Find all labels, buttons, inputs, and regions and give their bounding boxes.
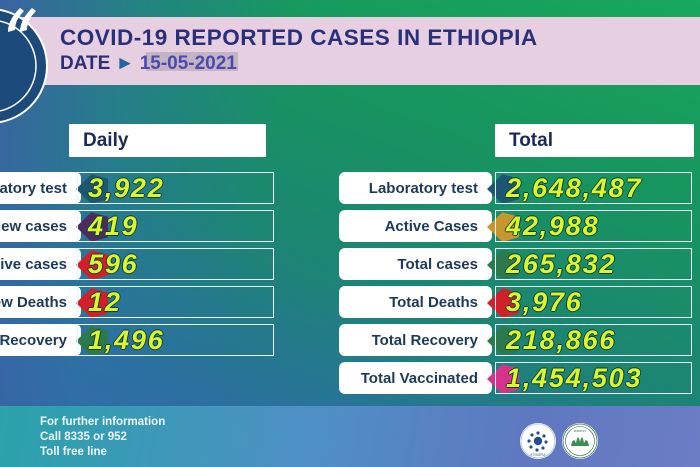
- svg-text:MINISTRY: MINISTRY: [574, 429, 587, 433]
- svg-text:ETHIOPIA: ETHIOPIA: [531, 453, 547, 457]
